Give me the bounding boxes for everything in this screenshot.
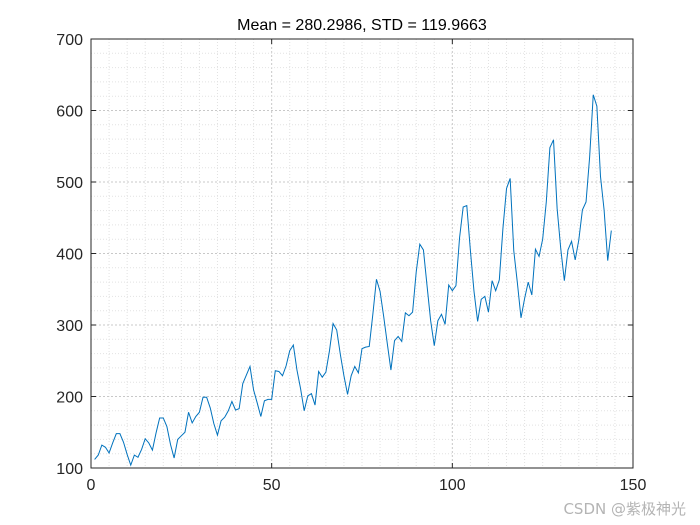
chart-title: Mean = 280.2986, STD = 119.9663 — [237, 17, 487, 34]
axis-ticks — [90, 38, 634, 469]
x-tick-label: 150 — [620, 477, 647, 494]
x-tick-labels: 0 50 100 150 — [87, 477, 647, 494]
y-tick-labels: 100 200 300 400 500 600 700 — [56, 32, 83, 478]
x-tick-label: 100 — [439, 477, 466, 494]
x-tick-label: 50 — [263, 477, 281, 494]
y-tick-label: 700 — [56, 32, 83, 49]
x-tick-label: 0 — [87, 477, 96, 494]
series-line — [94, 94, 612, 467]
y-tick-label: 100 — [56, 461, 83, 478]
watermark: CSDN @紫极神光 — [563, 500, 686, 518]
y-tick-label: 500 — [56, 175, 83, 192]
y-tick-label: 600 — [56, 104, 83, 121]
y-tick-label: 300 — [56, 318, 83, 335]
y-tick-label: 400 — [56, 247, 83, 264]
y-tick-label: 200 — [56, 390, 83, 407]
grid — [91, 39, 633, 468]
